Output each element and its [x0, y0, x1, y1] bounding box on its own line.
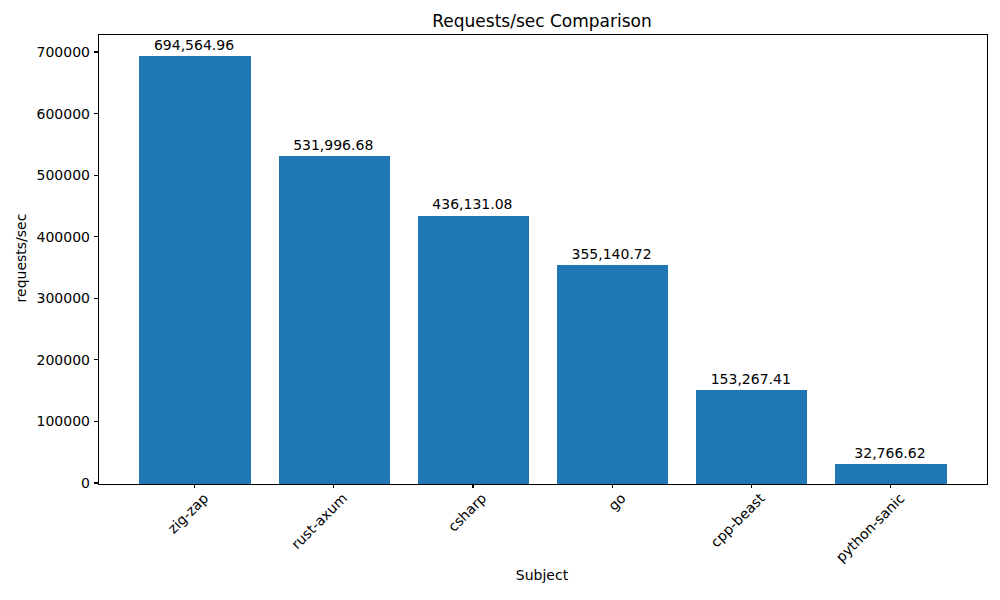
x-axis-label: Subject: [98, 567, 986, 583]
y-tick-mark: [94, 298, 98, 299]
x-tick-label-go: go: [605, 490, 629, 514]
x-tick-mark: [751, 484, 752, 488]
y-tick-mark: [94, 421, 98, 422]
y-tick-mark: [94, 113, 98, 114]
bar-value-label: 355,140.72: [542, 246, 682, 262]
y-tick-label: 600000: [0, 106, 90, 122]
bar-rust-axum: [279, 156, 390, 484]
x-tick-mark: [194, 484, 195, 488]
bar-value-label: 32,766.62: [820, 445, 960, 461]
y-tick-mark: [94, 175, 98, 176]
x-tick-label-zig-zap: zig-zap: [165, 490, 212, 537]
x-tick-label-csharp: csharp: [445, 490, 490, 535]
y-tick-mark: [94, 482, 98, 483]
x-tick-label-rust-axum: rust-axum: [288, 490, 350, 552]
y-tick-mark: [94, 359, 98, 360]
y-tick-label: 100000: [0, 413, 90, 429]
bar-value-label: 694,564.96: [124, 37, 264, 53]
bar-value-label: 153,267.41: [681, 371, 821, 387]
x-tick-label-cpp-beast: cpp-beast: [708, 490, 768, 550]
bar-cpp-beast: [696, 390, 807, 484]
y-tick-label: 700000: [0, 44, 90, 60]
x-tick-mark: [890, 484, 891, 488]
bar-csharp: [418, 216, 529, 485]
figure: Requests/sec Comparison requests/sec Sub…: [0, 0, 1000, 600]
y-tick-label: 200000: [0, 352, 90, 368]
bar-go: [557, 265, 668, 484]
chart-title: Requests/sec Comparison: [98, 11, 986, 31]
bar-value-label: 436,131.08: [402, 196, 542, 212]
y-tick-label: 400000: [0, 229, 90, 245]
bar-python-sanic: [835, 464, 946, 484]
y-tick-label: 500000: [0, 167, 90, 183]
y-axis-label: requests/sec: [13, 214, 29, 303]
bar-zig-zap: [139, 56, 250, 484]
x-tick-label-python-sanic: python-sanic: [832, 490, 907, 565]
bar-value-label: 531,996.68: [263, 137, 403, 153]
y-tick-label: 300000: [0, 290, 90, 306]
x-tick-mark: [333, 484, 334, 488]
y-tick-mark: [94, 51, 98, 52]
y-tick-mark: [94, 236, 98, 237]
y-tick-label: 0: [0, 475, 90, 491]
x-tick-mark: [472, 484, 473, 488]
x-tick-mark: [612, 484, 613, 488]
